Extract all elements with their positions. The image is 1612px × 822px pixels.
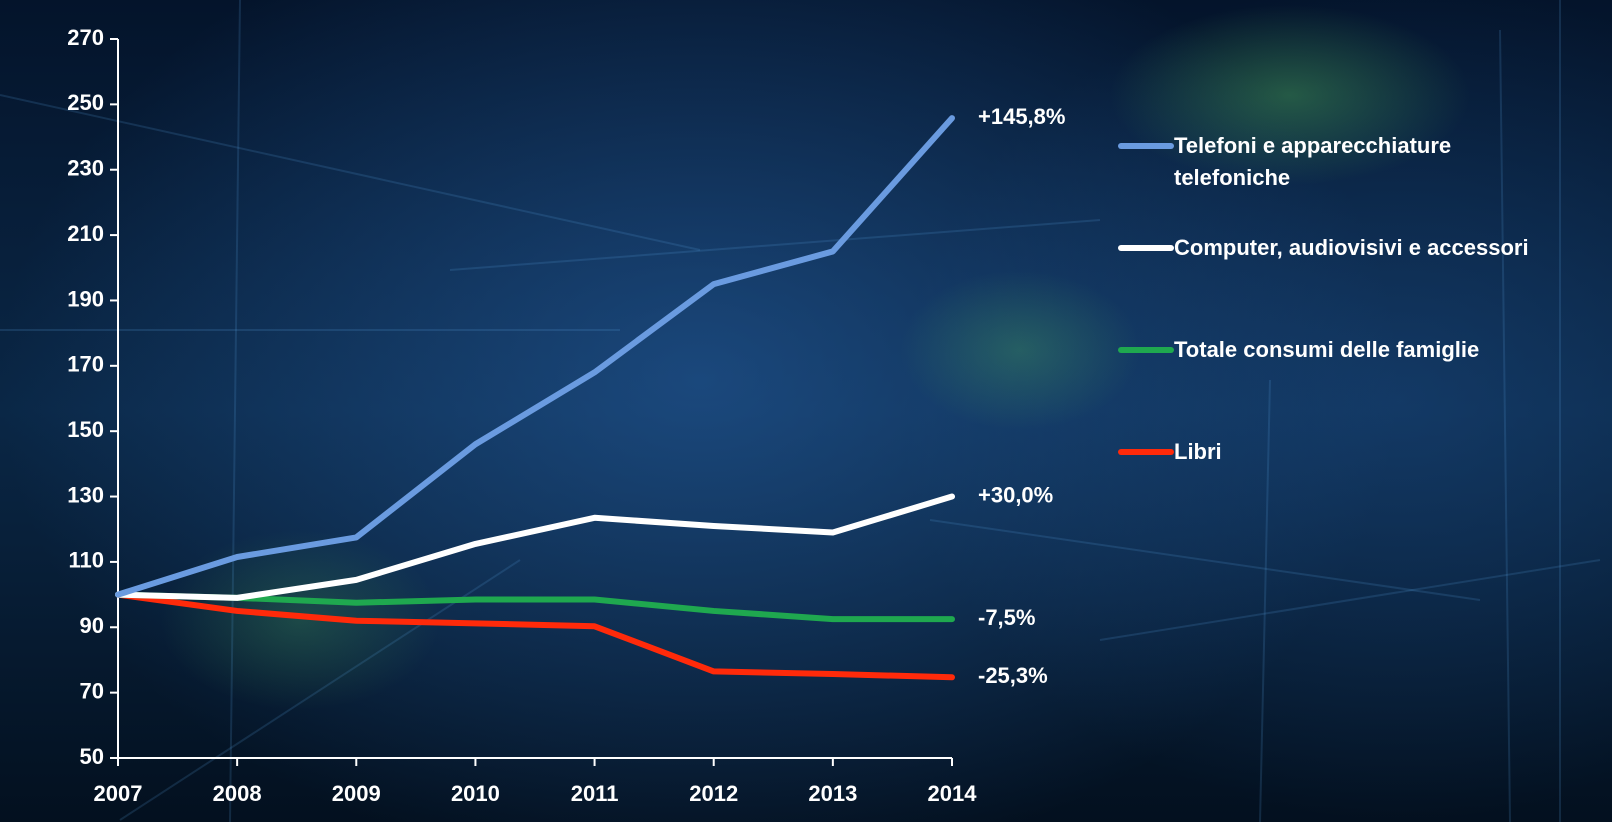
legend-item: Totale consumi delle famiglie xyxy=(1118,334,1479,366)
series-line xyxy=(115,591,955,681)
y-tick-label: 170 xyxy=(67,352,104,377)
y-tick-label: 190 xyxy=(67,286,104,311)
x-tick-label: 2012 xyxy=(689,781,738,806)
y-tick-label: 50 xyxy=(80,744,104,769)
legend-swatch xyxy=(1118,143,1174,149)
x-tick-label: 2008 xyxy=(213,781,262,806)
end-label: +145,8% xyxy=(978,104,1065,129)
series-line xyxy=(115,493,955,601)
legend-swatch xyxy=(1118,449,1174,455)
legend-swatch xyxy=(1118,245,1174,251)
y-tick-label: 250 xyxy=(67,90,104,115)
y-tick-label: 70 xyxy=(80,678,104,703)
legend-item: Computer, audiovisivi e accessori xyxy=(1118,232,1529,264)
legend-label: Computer, audiovisivi e accessori xyxy=(1174,235,1529,260)
legend-label: Totale consumi delle famiglie xyxy=(1174,337,1480,362)
x-tick-label: 2014 xyxy=(928,781,978,806)
y-tick-label: 210 xyxy=(67,221,104,246)
x-tick-label: 2010 xyxy=(451,781,500,806)
x-tick-label: 2009 xyxy=(332,781,381,806)
end-label: -25,3% xyxy=(978,663,1048,688)
end-label: -7,5% xyxy=(978,605,1035,630)
series-line xyxy=(115,115,955,598)
legend-swatch xyxy=(1118,347,1174,353)
y-tick-label: 130 xyxy=(67,482,104,507)
legend-label: Telefoni e apparecchiature telefoniche xyxy=(1174,133,1452,190)
legend-item: Telefoni e apparecchiature telefoniche xyxy=(1118,130,1484,194)
legend-item: Libri xyxy=(1118,436,1222,468)
y-tick-label: 110 xyxy=(69,548,105,573)
y-tick-label: 230 xyxy=(67,156,104,181)
end-label: +30,0% xyxy=(978,482,1053,507)
y-tick-label: 270 xyxy=(67,25,104,50)
legend-label: Libri xyxy=(1174,439,1222,464)
x-tick-label: 2011 xyxy=(571,781,619,806)
x-tick-label: 2013 xyxy=(808,781,857,806)
series-line xyxy=(115,591,955,623)
y-tick-label: 150 xyxy=(67,417,104,442)
y-tick-label: 90 xyxy=(80,613,104,638)
x-tick-label: 2007 xyxy=(94,781,143,806)
